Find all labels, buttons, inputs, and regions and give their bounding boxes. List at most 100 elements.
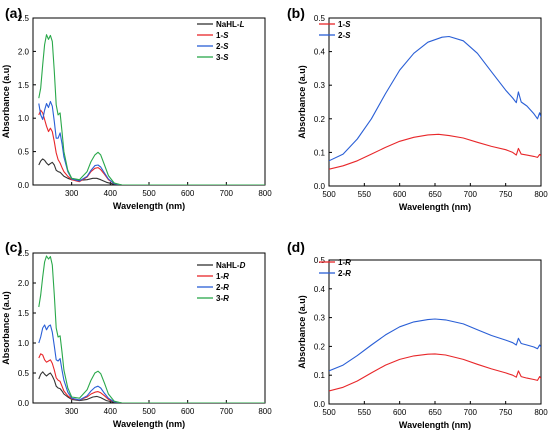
legend-label: 1-S — [338, 20, 351, 29]
series-line-4 — [38, 255, 265, 403]
series-line-1 — [38, 371, 265, 403]
y-tick-label: 0.0 — [314, 182, 326, 191]
series-line-3 — [38, 100, 265, 185]
y-tick-label: 0.1 — [314, 371, 326, 380]
series-group — [38, 255, 265, 403]
legend-label-text: 2- — [338, 269, 345, 278]
series-line-2 — [38, 109, 265, 185]
legend-label-text: 1- — [338, 258, 345, 267]
series-line-1 — [329, 133, 541, 170]
x-tick-label: 700 — [220, 407, 234, 416]
x-axis-label: Wavelength (nm) — [399, 420, 471, 430]
x-tick-label: 650 — [428, 408, 442, 417]
y-tick-label: 1.0 — [18, 114, 30, 123]
series-line-1 — [38, 158, 265, 185]
plot-frame — [32, 252, 266, 404]
legend-label-text: 2- — [216, 283, 223, 292]
panel-label: (c) — [5, 239, 22, 255]
series-line-3 — [38, 324, 265, 403]
legend-label-italic: L — [240, 20, 245, 29]
plot-frame — [32, 17, 266, 186]
legend-label: NaHL-L — [216, 20, 245, 29]
x-tick-label: 750 — [499, 190, 513, 199]
legend-label-text: 3- — [216, 294, 223, 303]
legend-label-italic: R — [345, 269, 351, 278]
legend-label-italic: S — [345, 20, 351, 29]
series-group — [38, 34, 265, 185]
legend-label-text: 1- — [216, 272, 223, 281]
y-tick-label: 0.2 — [314, 115, 326, 124]
y-tick-label: 1.5 — [18, 309, 30, 318]
x-tick-label: 500 — [322, 408, 336, 417]
legend-label-text: NaHL- — [216, 20, 240, 29]
y-tick-label: 0.4 — [314, 285, 326, 294]
y-tick-label: 1.5 — [18, 81, 30, 90]
legend-label-italic: R — [223, 272, 229, 281]
legend-label-text: 2- — [338, 31, 345, 40]
y-tick-label: 0.5 — [18, 369, 30, 378]
y-axis-label: Absorbance (a.u) — [1, 65, 11, 139]
plot-frame — [328, 17, 542, 187]
panel-label: (b) — [287, 5, 305, 21]
legend-label: 2-S — [216, 42, 229, 51]
panel-label: (d) — [287, 239, 305, 255]
series-line-2 — [329, 318, 541, 372]
x-tick-label: 500 — [142, 407, 156, 416]
legend-label-italic: R — [223, 294, 229, 303]
y-axis-label: Absorbance (a.u) — [297, 295, 307, 369]
x-axis-label: Wavelength (nm) — [113, 419, 185, 429]
legend-label: 2-R — [338, 269, 351, 278]
x-tick-label: 700 — [464, 408, 478, 417]
y-tick-label: 1.0 — [18, 339, 30, 348]
y-tick-label: 0.3 — [314, 81, 326, 90]
legend-label-text: 1- — [338, 20, 345, 29]
x-tick-label: 700 — [464, 190, 478, 199]
series-line-1 — [329, 353, 541, 392]
legend-label: 2-S — [338, 31, 351, 40]
series-group — [329, 318, 541, 392]
legend-label-text: NaHL- — [216, 261, 240, 270]
series-line-4 — [38, 34, 265, 185]
chart-panel: (a) 300 400 500 600 700 800 0.0 0.5 1.0 1.5 2.0 2.5 W… — [1, 5, 272, 211]
legend-label: 1-S — [216, 31, 229, 40]
y-tick-label: 0.0 — [18, 181, 30, 190]
x-tick-label: 500 — [142, 189, 156, 198]
x-axis-label: Wavelength (nm) — [113, 201, 185, 211]
y-tick-label: 0.2 — [314, 342, 326, 351]
x-tick-label: 400 — [104, 189, 118, 198]
x-tick-label: 800 — [534, 408, 548, 417]
y-tick-label: 2.5 — [18, 14, 30, 23]
x-tick-label: 600 — [181, 189, 195, 198]
x-tick-label: 600 — [393, 190, 407, 199]
x-tick-label: 600 — [181, 407, 195, 416]
y-tick-label: 0.5 — [314, 256, 326, 265]
legend-label-italic: S — [223, 53, 229, 62]
series-line-2 — [329, 35, 541, 162]
legend-label: 3-S — [216, 53, 229, 62]
plot-frame — [328, 259, 542, 405]
y-tick-label: 2.0 — [18, 47, 30, 56]
series-line-2 — [38, 353, 265, 403]
x-tick-label: 400 — [104, 407, 118, 416]
x-tick-label: 750 — [499, 408, 513, 417]
series-group — [329, 35, 541, 170]
y-axis-label: Absorbance (a.u) — [297, 65, 307, 139]
y-tick-label: 0.0 — [18, 399, 30, 408]
y-tick-label: 0.5 — [314, 14, 326, 23]
x-tick-label: 500 — [322, 190, 336, 199]
y-tick-label: 0.1 — [314, 148, 326, 157]
panel-label: (a) — [5, 5, 22, 21]
x-tick-label: 800 — [258, 407, 272, 416]
legend-label-italic: D — [240, 261, 246, 270]
x-tick-label: 550 — [358, 408, 372, 417]
legend-label-text: 1- — [216, 31, 223, 40]
x-tick-label: 800 — [258, 189, 272, 198]
x-tick-label: 300 — [65, 407, 79, 416]
x-tick-label: 600 — [393, 408, 407, 417]
legend-label-text: 3- — [216, 53, 223, 62]
chart-panel: (c) 300 400 500 600 700 800 0.0 0.5 1.0 1.5 2.0 2.5 W… — [1, 239, 272, 429]
x-tick-label: 300 — [65, 189, 79, 198]
legend-label-italic: R — [223, 283, 229, 292]
y-tick-label: 0.4 — [314, 48, 326, 57]
